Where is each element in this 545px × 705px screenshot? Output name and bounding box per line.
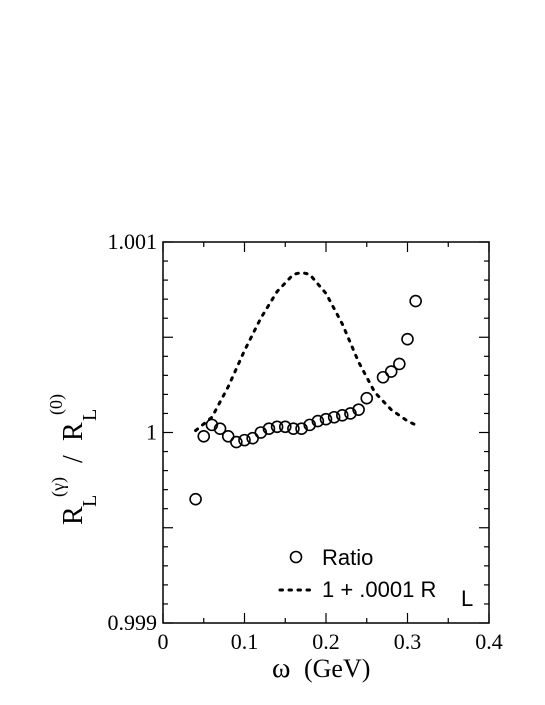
data-point-ratio	[352, 403, 365, 416]
legend-formula-subscript: L	[461, 586, 473, 611]
x-label-unit: (GeV)	[304, 654, 370, 683]
data-point-ratio	[287, 422, 300, 435]
data-point-ratio	[205, 418, 219, 432]
series-line-formula	[194, 270, 418, 433]
data-point-ratio	[376, 370, 390, 384]
legend-ratio-label: Ratio	[322, 545, 373, 570]
y-label-r2: R	[58, 422, 89, 441]
data-point-ratio	[230, 435, 243, 449]
y-label-r1: R	[58, 506, 89, 525]
series-layer	[189, 270, 422, 506]
data-point-ratio	[335, 409, 349, 422]
y-label-zero: (0)	[46, 394, 67, 415]
data-point-ratio	[311, 414, 325, 428]
data-point-ratio	[384, 365, 398, 378]
y-label-l1: L	[79, 495, 101, 507]
x-tick-label: 0.2	[312, 629, 340, 654]
y-label-slash: /	[58, 455, 89, 463]
x-tick-label: 0	[158, 629, 169, 654]
y-tick-label: 1.001	[108, 229, 158, 254]
data-point-ratio	[189, 492, 202, 506]
y-tick-label: 0.999	[108, 610, 158, 635]
data-point-ratio	[221, 430, 235, 443]
data-point-ratio	[254, 426, 268, 439]
legend-ratio-marker	[289, 550, 303, 564]
data-point-ratio	[278, 420, 292, 434]
legend: Ratio 1 + .0001 R L	[278, 545, 473, 611]
data-point-ratio	[303, 418, 317, 432]
y-label-l2: L	[79, 409, 101, 421]
x-axis-label: ω (GeV)	[272, 653, 370, 684]
y-axis-label: R L (γ) / R L (0)	[46, 394, 101, 525]
y-tick-label: 1	[146, 420, 157, 445]
data-point-ratio	[344, 407, 357, 420]
data-point-ratio	[401, 332, 414, 346]
data-point-ratio	[393, 357, 406, 371]
x-tick-label: 0.3	[394, 629, 422, 654]
data-point-ratio	[409, 294, 422, 308]
data-point-ratio	[295, 422, 308, 435]
data-point-ratio	[197, 430, 211, 443]
data-point-ratio	[319, 412, 333, 426]
data-point-ratio	[270, 420, 284, 434]
data-point-ratio	[238, 433, 251, 447]
y-label-gamma: (γ)	[48, 477, 69, 497]
x-tick-label: 0.4	[475, 629, 503, 654]
legend-formula-label: 1 + .0001 R	[322, 577, 436, 602]
x-tick-label: 0.1	[231, 629, 259, 654]
data-point-ratio	[213, 422, 227, 435]
axis-ticks: 0 0.1 0.2 0.3 0.4 0.999 1 1.001	[108, 229, 503, 654]
x-label-omega: ω	[272, 653, 290, 684]
data-point-ratio	[360, 391, 374, 405]
data-point-ratio	[262, 422, 276, 435]
data-point-ratio	[327, 410, 341, 424]
